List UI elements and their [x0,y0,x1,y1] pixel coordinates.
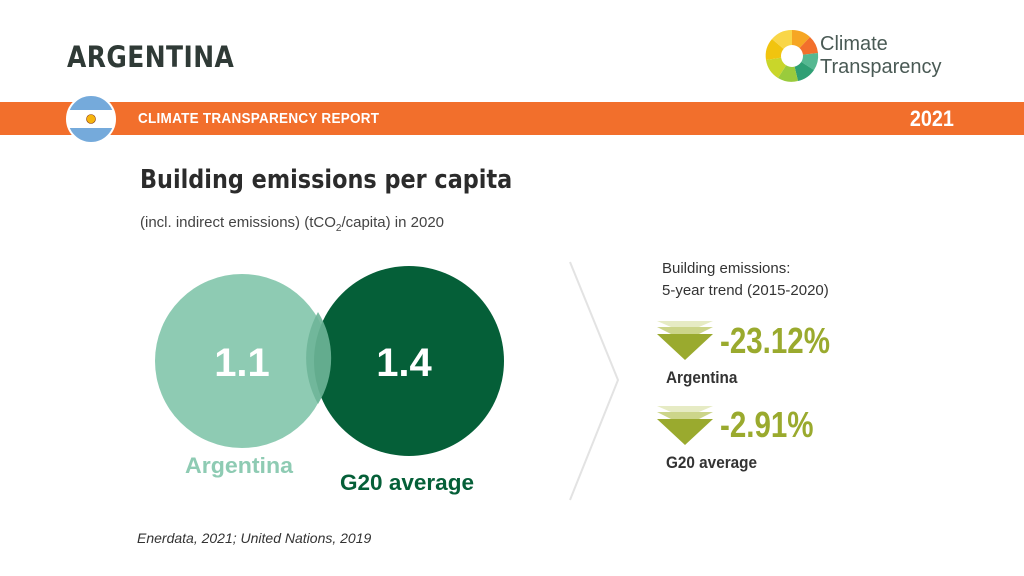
trend-heading: Building emissions: 5-year trend (2015-2… [662,258,829,302]
logo-text-line1: Climate [820,33,888,55]
trend-heading-line1: Building emissions: [662,260,791,277]
g20-value: 1.4 [376,341,432,385]
logo-text-line2: Transparency [820,56,942,78]
argentina-label: Argentina [185,453,294,478]
logo-text: Climate Transparency [820,33,942,79]
circle-overlap [306,312,332,404]
g20-trend-value: -2.91% [720,404,814,445]
divider-chevron [569,261,620,501]
argentina-trend-arrow-icon [657,321,713,360]
subtitle-post: /capita) in 2020 [341,214,445,231]
climate-transparency-logo [765,29,819,82]
argentina-flag-icon [66,94,116,144]
g20-trend-arrow-icon [657,406,713,445]
argentina-trend-label: Argentina [666,368,738,387]
g20-label: G20 average [340,470,474,495]
argentina-value: 1.1 [214,341,270,385]
report-year: 2021 [909,106,954,131]
source-note: Enerdata, 2021; United Nations, 2019 [137,530,372,546]
subtitle-subscript: 2 [335,223,342,234]
argentina-trend-value: -23.12% [720,320,830,361]
chart-subtitle: (incl. indirect emissions) (tCO2/capita)… [140,214,444,234]
argentina-circle [155,274,329,448]
g20-circle [314,266,504,456]
chart-title: Building emissions per capita [140,165,513,195]
trend-heading-line2: 5-year trend (2015-2020) [662,282,829,299]
g20-trend-label: G20 average [666,453,758,472]
header-band [0,102,1024,135]
subtitle-pre: (incl. indirect emissions) (tCO [140,214,336,231]
country-title: ARGENTINA [67,40,235,74]
report-title: CLIMATE TRANSPARENCY REPORT [138,110,380,127]
